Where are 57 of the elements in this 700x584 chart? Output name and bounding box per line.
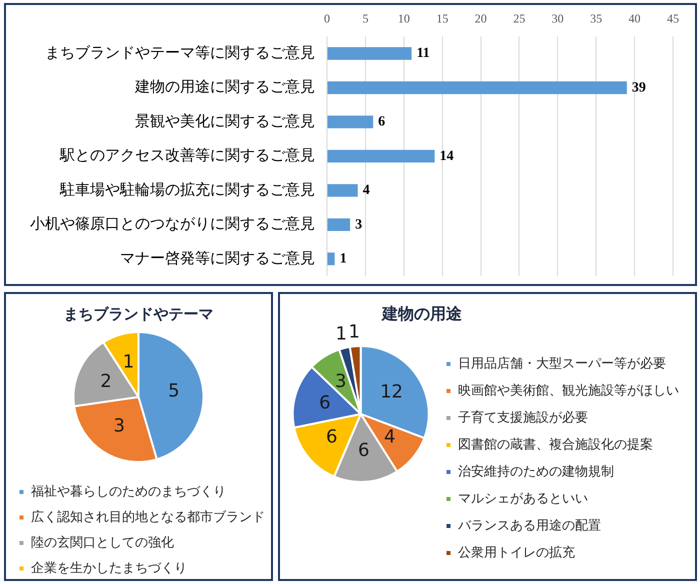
y-tick-label: まちブランドやテーマ等に関するご意見 — [45, 43, 315, 62]
data-label: 6 — [319, 392, 331, 414]
data-label: 12 — [380, 381, 403, 402]
legend-label: 映画館や美術館、観光施設等がほしい — [458, 382, 679, 398]
bar — [328, 252, 335, 266]
legend-label: 企業を生かしたまちづくり — [31, 560, 187, 576]
y-tick-label: 小机や篠原口とのつながりに関するご意見 — [30, 214, 315, 233]
data-label: 2 — [100, 370, 112, 392]
data-label: 4 — [362, 183, 370, 198]
x-tick-label: 15 — [436, 11, 448, 26]
y-tick-label: マナー啓発等に関するご意見 — [120, 248, 315, 267]
data-label: 5 — [168, 380, 180, 402]
y-tick-label: 景観や美化に関するご意見 — [135, 112, 315, 130]
data-label: 6 — [326, 426, 338, 448]
x-tick-label: 35 — [590, 11, 602, 26]
x-tick-label: 30 — [552, 11, 564, 26]
legend-label: 福祉や暮らしのためのまちづくり — [31, 484, 226, 500]
data-label: 6 — [358, 440, 370, 461]
data-label: 1 — [122, 351, 134, 372]
data-label: 3 — [355, 217, 362, 232]
legend-label: 子育て支援施設が必要 — [458, 409, 588, 426]
bar — [328, 184, 358, 197]
legend-label: 治安維持のための建物規制 — [458, 463, 614, 480]
data-label: 1 — [340, 251, 347, 266]
bar — [328, 81, 627, 94]
x-tick-label: 40 — [628, 11, 641, 26]
x-tick-label: 0 — [324, 11, 330, 26]
data-label: 1 — [348, 321, 360, 342]
data-label: 11 — [416, 46, 430, 62]
text: まちブランドやテーマ — [64, 304, 214, 323]
x-tick-label: 25 — [513, 11, 526, 26]
x-tick-label: 20 — [474, 11, 487, 26]
data-label: 4 — [384, 426, 396, 448]
legend-label: 広く認知され目的地となる都市ブランド — [31, 508, 265, 525]
bar — [328, 150, 435, 163]
text: 建物の用途 — [380, 304, 462, 324]
data-label: 14 — [440, 148, 454, 164]
data-label: 1 — [335, 323, 347, 344]
bar — [328, 116, 374, 128]
bar — [328, 218, 350, 231]
data-label: 6 — [378, 114, 386, 130]
x-tick-label: 45 — [667, 11, 679, 26]
data-label: 3 — [335, 371, 346, 392]
x-tick-label: 10 — [398, 11, 410, 26]
legend-label: 日用品店舗・大型スーパー等が必要 — [458, 355, 666, 372]
y-tick-label: 建物の用途に関するご意見 — [134, 78, 315, 96]
legend-label: マルシェがあるといい — [458, 491, 588, 506]
legend-label: 公衆用トイレの拡充 — [458, 545, 575, 560]
legend-label: 図書館の蔵書、複合施設化の提案 — [458, 436, 653, 452]
x-tick-label: 5 — [362, 11, 368, 26]
data-label: 39 — [632, 80, 646, 96]
y-tick-label: 駐車場や駐輪場の拡充に関するご意見 — [59, 180, 315, 198]
data-label: 3 — [113, 416, 125, 437]
legend-label: 陸の玄関口としての強化 — [31, 534, 174, 550]
legend-label: バランスある用途の配置 — [457, 518, 601, 534]
y-tick-label: 駅とのアクセス改善等に関するご意見 — [59, 146, 315, 164]
bar — [328, 47, 412, 60]
